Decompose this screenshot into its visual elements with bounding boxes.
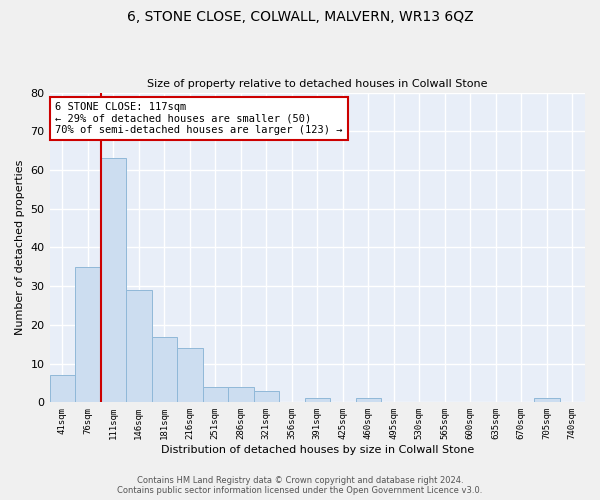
Text: Contains HM Land Registry data © Crown copyright and database right 2024.
Contai: Contains HM Land Registry data © Crown c…: [118, 476, 482, 495]
Bar: [177, 348, 203, 403]
Title: Size of property relative to detached houses in Colwall Stone: Size of property relative to detached ho…: [147, 79, 488, 89]
Bar: [254, 390, 279, 402]
Bar: [305, 398, 330, 402]
Bar: [534, 398, 560, 402]
Bar: [101, 158, 126, 402]
Text: 6 STONE CLOSE: 117sqm
← 29% of detached houses are smaller (50)
70% of semi-deta: 6 STONE CLOSE: 117sqm ← 29% of detached …: [55, 102, 343, 135]
Bar: [50, 375, 75, 402]
Y-axis label: Number of detached properties: Number of detached properties: [15, 160, 25, 335]
Text: 6, STONE CLOSE, COLWALL, MALVERN, WR13 6QZ: 6, STONE CLOSE, COLWALL, MALVERN, WR13 6…: [127, 10, 473, 24]
Bar: [203, 387, 228, 402]
Bar: [75, 267, 101, 402]
Bar: [356, 398, 381, 402]
X-axis label: Distribution of detached houses by size in Colwall Stone: Distribution of detached houses by size …: [161, 445, 474, 455]
Bar: [228, 387, 254, 402]
Bar: [152, 336, 177, 402]
Bar: [126, 290, 152, 403]
